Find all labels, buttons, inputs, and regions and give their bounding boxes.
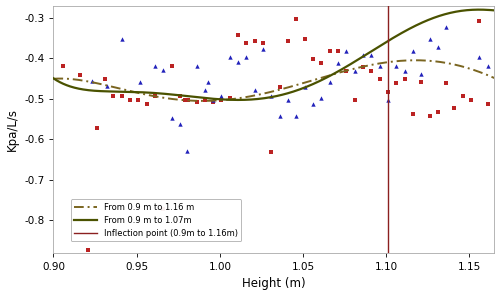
Point: [359, 65, 367, 70]
Point: [268, 93, 276, 98]
Point: [442, 81, 450, 86]
Point: [209, 100, 217, 104]
Point: [159, 67, 167, 72]
Point: [182, 148, 190, 153]
Point: [292, 16, 300, 21]
Point: [259, 41, 267, 45]
Point: [60, 63, 68, 68]
Point: [350, 97, 358, 102]
Point: [168, 63, 175, 68]
Point: [400, 77, 408, 82]
Y-axis label: Kpa/L/s: Kpa/L/s: [6, 108, 18, 151]
Point: [251, 88, 259, 92]
Point: [201, 88, 209, 92]
Point: [342, 49, 350, 53]
Point: [226, 96, 234, 100]
Point: [368, 53, 376, 57]
Point: [118, 93, 126, 98]
Point: [334, 61, 342, 65]
Point: [159, 207, 167, 211]
Point: [484, 63, 492, 68]
Point: [376, 77, 384, 82]
Point: [417, 71, 425, 76]
Point: [459, 93, 467, 98]
Point: [392, 63, 400, 68]
Point: [110, 93, 118, 98]
Point: [142, 101, 150, 106]
Point: [434, 110, 442, 114]
Point: [102, 83, 110, 88]
Point: [384, 89, 392, 94]
Point: [326, 49, 334, 53]
Point: [181, 97, 189, 102]
Point: [442, 24, 450, 29]
Legend: From 0.9 m to 1.16 m, From 0.9 m to 1.07m, Inflection point (0.9m to 1.16m): From 0.9 m to 1.16 m, From 0.9 m to 1.07…: [71, 199, 241, 241]
Point: [218, 97, 226, 102]
X-axis label: Height (m): Height (m): [242, 277, 306, 290]
Point: [84, 247, 92, 252]
Point: [434, 44, 442, 49]
Point: [284, 39, 292, 44]
Point: [276, 85, 283, 90]
Point: [417, 79, 425, 84]
Point: [234, 59, 242, 64]
Point: [426, 36, 434, 41]
Point: [476, 55, 484, 60]
Point: [88, 78, 96, 83]
Point: [300, 36, 308, 41]
Point: [309, 101, 317, 106]
Point: [118, 37, 126, 41]
Point: [276, 113, 283, 118]
Point: [251, 39, 259, 44]
Point: [209, 97, 217, 102]
Point: [176, 93, 184, 98]
Point: [476, 19, 484, 23]
Point: [318, 96, 326, 100]
Point: [484, 101, 492, 106]
Point: [134, 97, 142, 102]
Point: [151, 63, 159, 68]
Point: [126, 97, 134, 102]
Point: [409, 49, 417, 53]
Point: [192, 63, 200, 68]
Point: [204, 79, 212, 84]
Point: [218, 93, 226, 98]
Point: [226, 55, 234, 60]
Point: [101, 77, 109, 82]
Point: [426, 113, 434, 118]
Point: [168, 116, 175, 121]
Point: [259, 47, 267, 52]
Point: [376, 63, 384, 68]
Point: [334, 49, 342, 53]
Point: [300, 85, 308, 90]
Point: [359, 53, 367, 57]
Point: [350, 69, 358, 74]
Point: [136, 79, 144, 84]
Point: [184, 97, 192, 102]
Point: [318, 61, 326, 65]
Point: [242, 41, 250, 45]
Point: [326, 79, 334, 84]
Point: [392, 81, 400, 86]
Point: [234, 32, 242, 37]
Point: [268, 150, 276, 155]
Point: [409, 112, 417, 117]
Point: [384, 97, 392, 102]
Point: [400, 69, 408, 74]
Point: [467, 97, 475, 102]
Point: [368, 69, 376, 74]
Point: [309, 57, 317, 62]
Point: [342, 69, 350, 74]
Point: [201, 97, 209, 102]
Point: [292, 113, 300, 118]
Point: [176, 122, 184, 126]
Point: [76, 73, 84, 78]
Point: [450, 105, 458, 110]
Point: [151, 93, 159, 98]
Point: [242, 55, 250, 60]
Point: [192, 100, 200, 104]
Point: [284, 97, 292, 102]
Point: [92, 126, 100, 130]
